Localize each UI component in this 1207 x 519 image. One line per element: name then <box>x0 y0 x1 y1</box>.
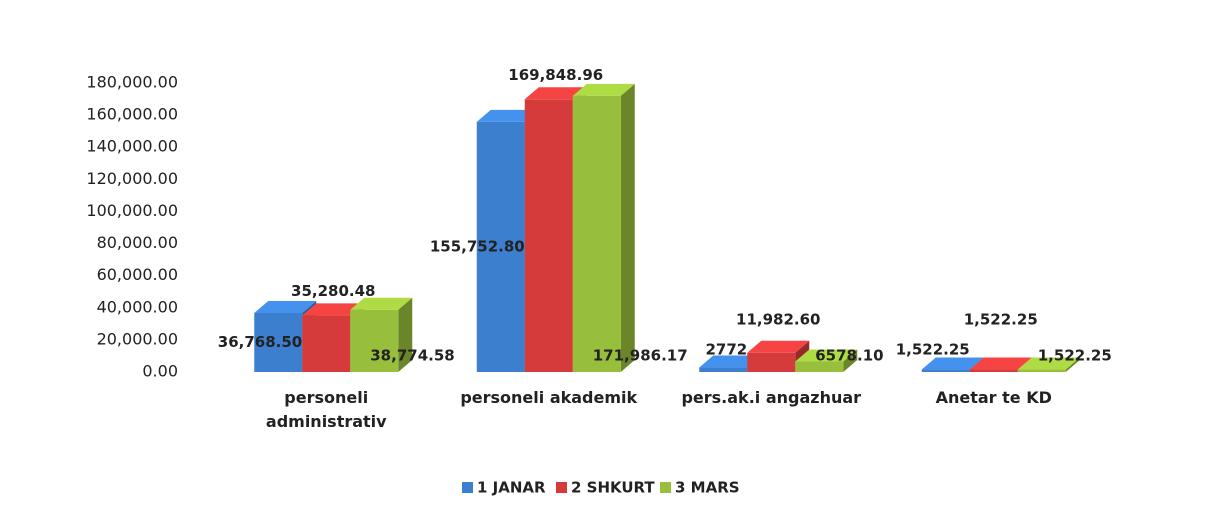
bar-side <box>620 83 635 373</box>
data-label: 155,752.80 <box>430 237 525 255</box>
legend-label: 2 SHKURT <box>571 479 655 497</box>
y-tick-label: 140,000.00 <box>86 137 178 156</box>
bar <box>1017 357 1080 372</box>
data-label: 11,982.60 <box>736 311 820 329</box>
legend-label: 1 JANAR <box>477 479 546 497</box>
bar-side <box>1065 357 1080 372</box>
bar-top <box>795 349 858 362</box>
bar-front <box>254 312 303 372</box>
y-tick-label: 40,000.00 <box>97 297 178 316</box>
bar-side <box>398 297 413 372</box>
y-tick-label: 180,000.00 <box>86 73 178 92</box>
bar-front <box>921 369 970 372</box>
y-tick-label: 160,000.00 <box>86 105 178 124</box>
y-tick-label: 120,000.00 <box>86 169 178 188</box>
data-label: 35,280.48 <box>291 282 375 300</box>
x-tick-label: pers.ak.i angazhuar <box>681 388 862 407</box>
y-tick-label: 20,000.00 <box>97 329 178 348</box>
data-label: 2772 <box>706 341 748 359</box>
bar-top <box>969 357 1032 370</box>
bar-front <box>969 369 1018 372</box>
bar <box>350 297 413 372</box>
bar-front <box>747 352 796 372</box>
bar-top <box>350 297 413 310</box>
data-label: 6578.10 <box>815 347 883 365</box>
bar <box>795 349 858 372</box>
y-tick-label: 80,000.00 <box>97 233 178 252</box>
legend-swatch <box>556 482 567 493</box>
data-label: 1,522.25 <box>896 341 970 359</box>
data-label: 1,522.25 <box>1038 347 1112 365</box>
y-tick-label: 0.00 <box>142 362 178 381</box>
bar-front <box>795 361 844 372</box>
legend-label: 3 MARS <box>675 479 740 497</box>
bar-top <box>476 109 539 122</box>
data-label: 36,768.50 <box>218 333 302 351</box>
bar-side <box>843 349 858 372</box>
data-label: 169,848.96 <box>508 66 603 84</box>
bar-top <box>524 87 587 100</box>
bar-top <box>921 357 984 370</box>
bar-front <box>524 99 573 372</box>
y-tick-label: 100,000.00 <box>86 201 178 220</box>
bar-top <box>572 83 635 96</box>
bar-front <box>476 121 525 372</box>
legend-swatch <box>462 482 473 493</box>
bar-top <box>254 300 317 313</box>
x-tick-label: personeli akademik <box>460 388 638 407</box>
x-tick-label: personeli administrativ <box>265 388 387 431</box>
bar-top <box>747 340 810 353</box>
bar-top <box>699 355 762 368</box>
y-tick-label: 60,000.00 <box>97 265 178 284</box>
data-label: 171,986.17 <box>593 347 688 365</box>
bar-front <box>302 315 351 372</box>
bar-top <box>302 303 365 316</box>
bar <box>572 83 635 373</box>
bar-front <box>350 309 399 372</box>
bar-top <box>1017 357 1080 370</box>
bar-front <box>1017 369 1066 372</box>
data-label: 38,774.58 <box>370 347 454 365</box>
bar-front <box>699 367 748 372</box>
legend-swatch <box>660 482 671 493</box>
bar-front <box>572 95 621 373</box>
data-label: 1,522.25 <box>964 311 1038 329</box>
x-tick-label: Anetar te KD <box>935 388 1052 407</box>
